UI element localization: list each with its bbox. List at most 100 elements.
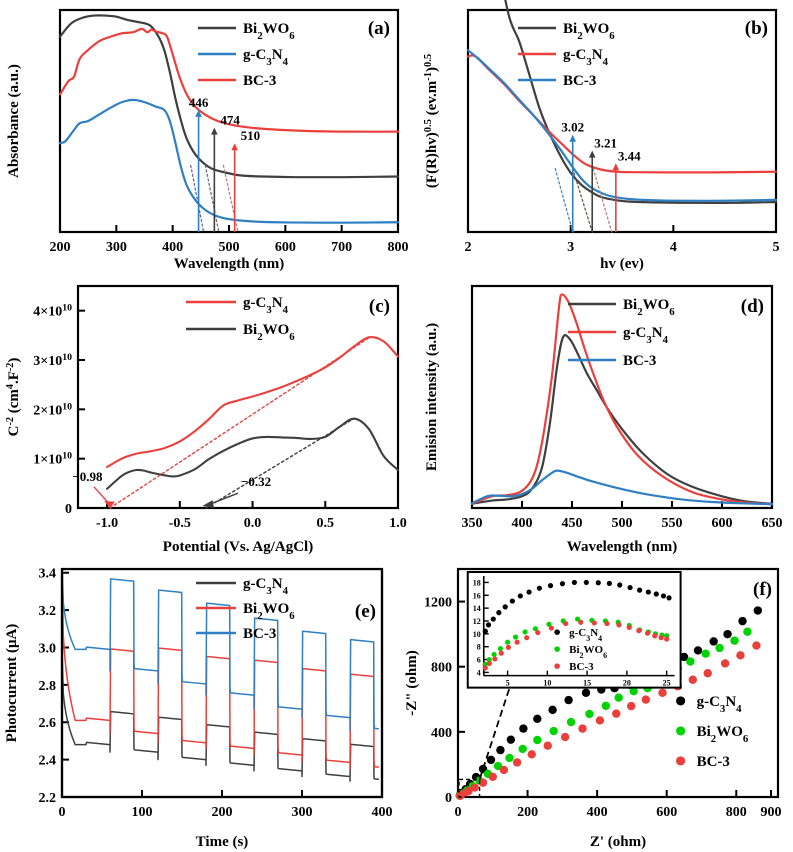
inset-legend-label-2: BC-3: [569, 661, 594, 673]
zoom-connector: [478, 672, 516, 780]
data-point-BC-3: [488, 772, 497, 782]
x-tick-label: 300: [106, 240, 127, 255]
panel-e: 0 100 200 300 400 2.2 2.4 2.6 2.8 3.0 3.2 3.4 g-C3N4…: [0, 557, 400, 852]
tangent-red: [109, 337, 370, 509]
inset-legend-dot-0: [554, 629, 560, 635]
data-point-BC-3: [527, 750, 536, 759]
inset-data-point-BC-3: [492, 656, 498, 662]
y-axis-label: -Z" (ohm): [404, 650, 420, 715]
tangent-black: [572, 167, 593, 233]
inset-data-point-g-C3N4: [485, 622, 492, 628]
inset-legend-label-0: g-C3N4: [569, 627, 602, 643]
legend-label-1: g-C3N4: [623, 325, 669, 346]
inset-legend-label-1: Bi2WO6: [569, 644, 607, 660]
inset-x-tick-label: 15: [583, 679, 591, 688]
data-point-Bi2WO6: [629, 686, 638, 696]
inset-data-point-g-C3N4: [595, 580, 601, 586]
legend-dot-2: [676, 756, 686, 766]
x-tick-label: 800: [388, 240, 409, 255]
inset-x-tick-label: 20: [623, 679, 631, 688]
y-axis-label: Photocurrent (μA): [4, 624, 20, 743]
inset-x-tick-label: 5: [506, 679, 510, 688]
x-tick-label: 400: [512, 516, 533, 531]
tangent-blue: [554, 167, 574, 233]
data-point-g-C3N4: [486, 755, 496, 765]
data-point-Bi2WO6: [730, 636, 739, 645]
annotation-arrow-0-head: [195, 109, 202, 117]
legend-label-2: BC-3: [243, 73, 276, 89]
annotation-474: 474: [220, 113, 240, 128]
inset-data-point-BC-3: [652, 633, 658, 639]
panel-tag: (a): [368, 18, 390, 39]
inset-data-point-Bi2WO6: [574, 616, 581, 622]
inset-data-point-BC-3: [514, 639, 520, 645]
x-tick-label: 0.0: [244, 516, 262, 531]
curve-g-C3N4: [58, 98, 400, 224]
annotation-arrow-black: [208, 492, 239, 506]
panel-e-frame-top: [60, 567, 384, 799]
annotation-arrow-1-head: [211, 127, 218, 135]
x-tick-label: 4: [670, 240, 677, 255]
zoom-region-box: [458, 778, 481, 798]
data-point-BC-3: [736, 651, 745, 660]
inset-data-point-Bi2WO6: [532, 626, 539, 632]
x-axis-label: Potential (Vs. Ag/AgCl): [163, 539, 313, 555]
inset-x-tick-label: 25: [663, 679, 671, 688]
x-tick-label: 550: [662, 516, 683, 531]
x-axis-label: Wavelength (nm): [567, 539, 677, 555]
x-tick-label: 2: [465, 240, 472, 255]
x-tick-label: 600: [656, 805, 677, 820]
panel-c-frame: [76, 284, 400, 510]
data-point-BC-3: [703, 669, 712, 678]
x-tick-label: 900: [761, 805, 782, 820]
x-tick-label: 1.0: [389, 516, 407, 531]
data-point-Bi2WO6: [549, 726, 558, 736]
inset-data-point-g-C3N4: [617, 582, 623, 588]
inset-y-tick-label: 4: [477, 668, 481, 677]
inset-data-point-BC-3: [524, 635, 530, 641]
data-point-Bi2WO6: [715, 643, 724, 653]
legend-label-1: g-C3N4: [243, 47, 289, 68]
panel-d-frame: [470, 284, 774, 510]
data-point-g-C3N4: [679, 652, 689, 662]
top-mask: [60, 557, 384, 569]
inset-data-point-BC-3: [616, 622, 622, 628]
annotation-arrow-2-head: [612, 163, 620, 171]
inset-data-point-g-C3N4: [660, 593, 667, 599]
x-tick-label: 200: [50, 240, 71, 255]
curve-BC-3: [470, 469, 774, 506]
data-point-Bi2WO6: [743, 627, 752, 636]
data-point-BC-3: [595, 716, 605, 725]
legend-label-2: BC-3: [623, 353, 656, 369]
x-tick-label: -0.5: [169, 516, 191, 531]
data-point-Bi2WO6: [518, 744, 527, 754]
data-point-Bi2WO6: [614, 693, 623, 702]
data-point-g-C3N4: [506, 735, 516, 744]
x-tick-label: 5: [773, 240, 780, 255]
data-point-BC-3: [720, 659, 730, 668]
panel-b-frame: [466, 8, 778, 234]
inset-data-point-BC-3: [658, 635, 664, 641]
inset-y-tick-label: 6: [477, 656, 481, 665]
panel-c: -1.0 -0.5 0.0 0.5 1.0 0 1×1010 2×1010 3×1010 4×10…: [0, 272, 420, 557]
data-point-BC-3: [658, 688, 667, 697]
inset-data-point-Bi2WO6: [482, 661, 488, 667]
inset-frame: [466, 571, 682, 689]
panel-tag: (c): [369, 296, 390, 317]
panel-f: 0 200 400 600 800 900 0 400 800 1200 5 10 15 20 25 4 6 8 1…: [400, 557, 793, 852]
data-point-Bi2WO6: [533, 735, 542, 745]
data-point-g-C3N4: [693, 646, 703, 655]
data-point-BC-3: [688, 675, 697, 684]
x-tick-label: 3: [567, 240, 574, 255]
data-point-Bi2WO6: [686, 657, 695, 666]
x-tick-label: 800: [726, 805, 747, 820]
x-axis-label: hv (ev): [600, 256, 644, 272]
inset-data-point-BC-3: [563, 620, 569, 627]
curve-g-C3N4: [106, 336, 400, 469]
legend-dot-0: [676, 696, 686, 706]
x-tick-label: 100: [132, 805, 153, 820]
curve-Bi2WO6: [61, 560, 380, 770]
tangent-red: [222, 164, 239, 233]
x-tick-label: 450: [562, 516, 583, 531]
